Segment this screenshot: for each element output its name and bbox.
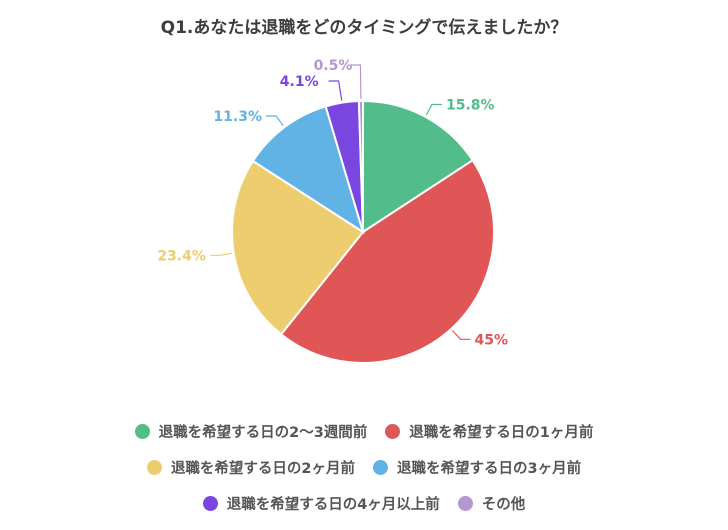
leader-line xyxy=(209,252,232,256)
leader-line xyxy=(350,64,362,100)
pie-slice xyxy=(279,158,496,364)
pie-slice xyxy=(231,159,365,336)
legend-item[interactable]: その他 xyxy=(457,493,526,514)
slice-value-label: 0.5% xyxy=(314,58,353,74)
slice-value-label: 23.4% xyxy=(157,248,206,264)
pie-chart: 15.8% 45% 23.4% 11.3% 4.1%0.5% xyxy=(157,58,509,364)
legend-item[interactable]: 退職を希望する日の2〜3週間前 xyxy=(134,421,368,442)
legend-color-dot xyxy=(134,424,150,439)
slice-value-label: 45% xyxy=(475,332,509,348)
legend-item[interactable]: 退職を希望する日の3ヶ月前 xyxy=(373,457,581,478)
legend-item[interactable]: 退職を希望する日の4ヶ月以上前 xyxy=(202,493,440,514)
legend-item[interactable]: 退職を希望する日の2ヶ月前 xyxy=(146,457,355,478)
legend-row: 退職を希望する日の2ヶ月前 退職を希望する日の3ヶ月前 xyxy=(0,457,728,478)
legend-label: 退職を希望する日の3ヶ月前 xyxy=(397,461,582,477)
legend-item[interactable]: 退職を希望する日の1ヶ月前 xyxy=(385,421,593,442)
legend-color-dot xyxy=(202,496,218,511)
slice-value-label: 11.3% xyxy=(213,109,262,125)
legend-color-dot xyxy=(385,424,401,439)
chart-title: Q1.あなたは退職をどのタイミングで伝えましたか？ xyxy=(160,18,568,38)
leader-line xyxy=(328,80,343,101)
pie-slice xyxy=(251,105,365,235)
legend-row: 退職を希望する日の4ヶ月以上前 その他 xyxy=(0,493,728,514)
legend-label: その他 xyxy=(481,497,526,513)
legend-color-dot xyxy=(457,496,473,511)
slice-value-label: 15.8% xyxy=(446,98,495,114)
leader-line xyxy=(266,115,284,126)
legend-label: 退職を希望する日の2ヶ月前 xyxy=(170,461,355,477)
pie-slice xyxy=(357,99,364,233)
legend-label: 退職を希望する日の4ヶ月以上前 xyxy=(226,497,440,513)
leader-line xyxy=(425,103,442,116)
legend-color-dot xyxy=(373,460,388,475)
slice-value-label: 4.1% xyxy=(280,74,319,90)
leader-line xyxy=(451,329,471,340)
legend-label: 退職を希望する日の2〜3週間前 xyxy=(158,425,368,441)
pie-slice xyxy=(362,99,475,234)
legend-row: 退職を希望する日の2〜3週間前 退職を希望する日の1ヶ月前 xyxy=(0,421,728,442)
legend-color-dot xyxy=(146,460,162,475)
legend-label: 退職を希望する日の1ヶ月前 xyxy=(409,425,594,441)
